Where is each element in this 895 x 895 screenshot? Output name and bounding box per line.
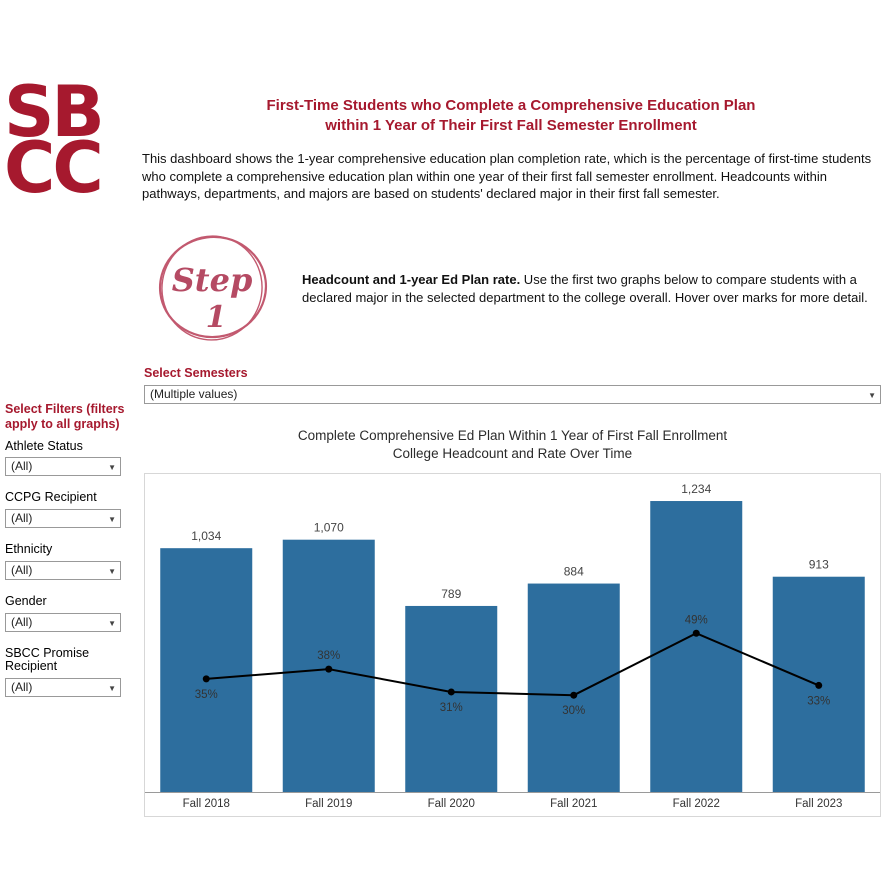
rate-value-label: 49%	[685, 614, 708, 626]
headcount-value-label: 913	[809, 558, 829, 572]
filter-label: Gender	[5, 593, 47, 608]
filter-label: Ethnicity	[5, 542, 53, 556]
rate-value-label: 38%	[317, 650, 340, 662]
filter-label: SBCC Promise Recipient	[5, 645, 90, 674]
step-word: Step	[172, 261, 253, 299]
step-number: 1	[206, 300, 227, 335]
rate-point[interactable]	[570, 691, 578, 699]
filter-label: Athlete Status	[5, 438, 83, 453]
page-title: First-Time Students who Complete a Compr…	[142, 96, 880, 137]
rate-point[interactable]	[325, 665, 333, 673]
step-circle-icon	[158, 235, 268, 339]
step-instruction-bold: Headcount and 1-year Ed Plan rate.	[302, 272, 521, 287]
sbcc-logo: SB CC	[4, 71, 105, 209]
x-axis-label: Fall 2022	[673, 798, 720, 810]
chevron-down-icon[interactable]: ▼	[868, 391, 876, 400]
dashboard-description: This dashboard shows the 1-year comprehe…	[142, 151, 872, 202]
select-filters-heading: Select Filters (filters apply to all gra…	[5, 402, 125, 431]
chart-title: Complete Comprehensive Ed Plan Within 1 …	[144, 427, 881, 463]
dropdown-value: (All)	[11, 680, 33, 694]
filter-group-athlete-status: Athlete Status (All) ▼	[5, 438, 129, 477]
headcount-bar[interactable]	[405, 605, 498, 792]
filter-sidebar: Select Filters (filters apply to all gra…	[5, 402, 129, 697]
x-axis-label: Fall 2023	[795, 798, 842, 810]
headcount-value-label: 884	[564, 565, 584, 579]
rate-value-label: 30%	[562, 705, 585, 717]
rate-point[interactable]	[202, 675, 210, 683]
x-axis-label: Fall 2018	[183, 798, 230, 810]
step-instruction-body: Use the first two graphs below to compar…	[302, 272, 868, 306]
headcount-bar[interactable]	[527, 583, 620, 792]
headcount-bar[interactable]	[160, 548, 253, 792]
chart-title-line-2: College Headcount and Rate Over Time	[392, 446, 633, 462]
dropdown-value: (All)	[11, 562, 33, 577]
headcount-value-label: 1,070	[314, 521, 344, 535]
athlete-status-dropdown[interactable]: (All) ▼	[5, 457, 121, 477]
chevron-down-icon[interactable]: ▼	[108, 618, 116, 628]
rate-value-label: 35%	[195, 689, 218, 701]
rate-line[interactable]	[206, 632, 820, 697]
chevron-down-icon[interactable]: ▼	[108, 515, 116, 524]
chart-title-line-1: Complete Comprehensive Ed Plan Within 1 …	[297, 428, 728, 443]
page-title-line-1: First-Time Students who Complete a Compr…	[266, 97, 756, 114]
filter-group-ccpg-recipient: CCPG Recipient (All) ▼	[5, 490, 129, 528]
logo-line-2: CC	[4, 127, 104, 209]
chevron-down-icon[interactable]: ▼	[108, 566, 116, 576]
headcount-rate-chart: 1,034 Fall 2018 1,070 Fall 2019 789 Fall 2020…	[144, 473, 881, 817]
sbcc-promise-dropdown[interactable]: (All) ▼	[5, 678, 121, 697]
rate-point[interactable]	[692, 629, 700, 637]
step-circle-icon-inner	[161, 235, 263, 341]
x-axis-label: Fall 2020	[428, 798, 475, 810]
rate-value-label: 31%	[440, 702, 463, 714]
x-axis-label: Fall 2019	[305, 798, 352, 810]
filter-group-sbcc-promise: SBCC Promise Recipient (All) ▼	[5, 645, 129, 697]
rate-point[interactable]	[447, 688, 455, 696]
filter-group-gender: Gender (All) ▼	[5, 593, 129, 632]
select-semesters-label: Select Semesters	[144, 366, 248, 380]
headcount-value-label: 789	[441, 587, 461, 601]
semesters-dropdown-value: (Multiple values)	[150, 387, 238, 401]
ccpg-recipient-dropdown[interactable]: (All) ▼	[5, 509, 121, 528]
dropdown-value: (All)	[11, 614, 33, 629]
gender-dropdown[interactable]: (All) ▼	[5, 612, 121, 632]
dropdown-value: (All)	[11, 459, 33, 474]
dropdown-value: (All)	[11, 511, 33, 525]
page-title-line-2: within 1 Year of Their First Fall Semest…	[325, 117, 697, 135]
rate-point[interactable]	[815, 681, 823, 689]
semesters-dropdown[interactable]: (Multiple values) ▼	[144, 385, 881, 404]
step-1-icon: Step 1	[154, 229, 274, 349]
ethnicity-dropdown[interactable]: (All) ▼	[5, 560, 121, 580]
x-axis-label: Fall 2021	[550, 798, 597, 810]
logo-line-1: SB	[4, 71, 105, 153]
filter-group-ethnicity: Ethnicity (All) ▼	[5, 542, 129, 580]
chevron-down-icon[interactable]: ▼	[108, 684, 116, 693]
step-instruction: Headcount and 1-year Ed Plan rate. Use t…	[302, 271, 882, 307]
chevron-down-icon[interactable]: ▼	[108, 463, 116, 473]
headcount-value-label: 1,034	[191, 529, 221, 543]
filter-label: CCPG Recipient	[5, 490, 97, 505]
headcount-value-label: 1,234	[681, 482, 711, 496]
rate-value-label: 33%	[807, 695, 830, 707]
